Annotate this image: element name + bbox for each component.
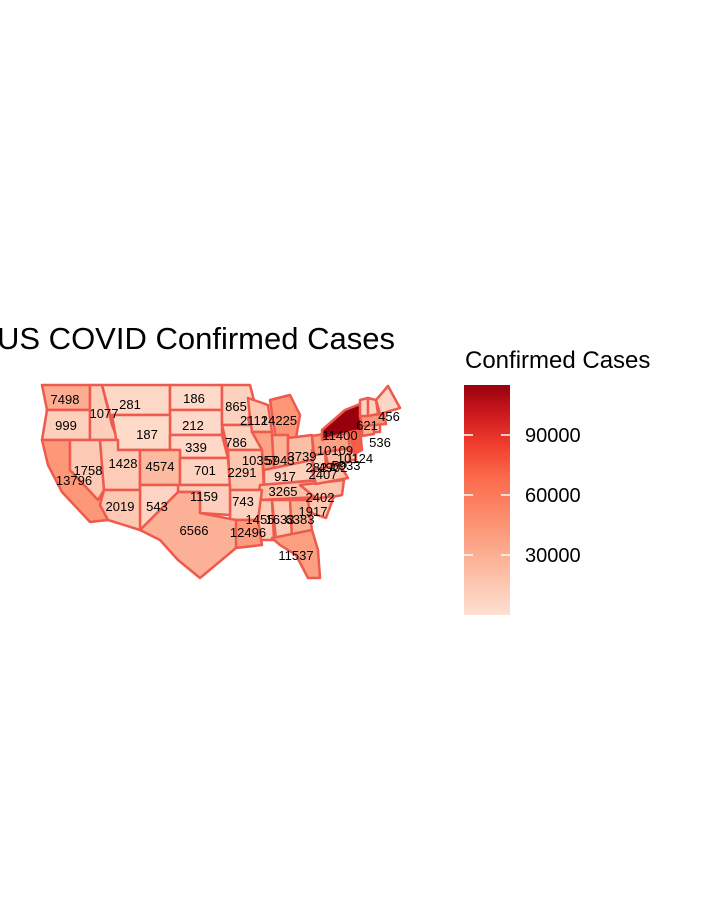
- legend-colorbar: [464, 385, 510, 615]
- state-TX: [138, 488, 238, 580]
- state-ME: [374, 384, 402, 416]
- state-value-label: 1077: [90, 406, 119, 421]
- state-value-label: 3265: [269, 484, 298, 499]
- state-value-label: 186: [183, 391, 205, 406]
- state-value-label: 917: [274, 469, 296, 484]
- state-value-label: 865: [225, 399, 247, 414]
- state-value-label: 11537: [278, 548, 313, 563]
- state-value-label: 212: [182, 418, 204, 433]
- state-value-label: 786: [225, 435, 247, 450]
- state-NV: [68, 438, 106, 502]
- state-value-label: 13796: [56, 473, 92, 488]
- state-value-label: 12496: [230, 525, 266, 540]
- state-value-label: 2019: [106, 499, 135, 514]
- state-value-label: 1917: [299, 504, 328, 519]
- state-value-label: 536: [369, 435, 391, 450]
- state-value-label: 1455: [246, 512, 275, 527]
- state-AZ: [98, 488, 142, 532]
- state-MI: [268, 393, 302, 442]
- state-value-label: 1159: [190, 489, 218, 504]
- state-value-label: 2402: [306, 490, 335, 505]
- state-FL: [270, 528, 322, 580]
- state-value-label: 999: [55, 418, 77, 433]
- state-value-label: 10124: [337, 451, 373, 466]
- state-MD: [323, 446, 352, 466]
- state-value-label: 701: [194, 463, 216, 478]
- states-layer: [40, 383, 402, 580]
- state-value-label: 1428: [109, 456, 138, 471]
- state-value-label: 4574: [146, 459, 175, 474]
- state-value-label: 1758: [74, 463, 103, 478]
- state-value-label: 10109: [317, 443, 353, 458]
- state-value-label: 339: [185, 440, 207, 455]
- state-value-label: 2407: [309, 467, 338, 482]
- state-value-label: 4902: [319, 460, 348, 475]
- state-value-label: 2291: [228, 465, 257, 480]
- state-value-label: 187: [136, 427, 158, 442]
- state-value-label: 11400: [322, 428, 357, 443]
- state-value-label: 5943: [266, 453, 295, 468]
- state-value-label: 543: [146, 499, 168, 514]
- state-value-label: 621: [356, 418, 378, 433]
- state-value-label: 6383: [286, 512, 315, 527]
- legend-tick-label: 30000: [525, 545, 581, 567]
- legend-tick-label: 60000: [525, 485, 581, 507]
- legend-tick-label: 90000: [525, 425, 581, 447]
- color-legend: Confirmed Cases 30000 60000 90000: [464, 347, 650, 615]
- state-value-label: 6566: [180, 523, 209, 538]
- state-value-label: 5933: [332, 458, 361, 473]
- state-value-label: 14225: [261, 413, 297, 428]
- state-value-label: 2112: [240, 413, 268, 428]
- state-value-label: 10357: [242, 453, 278, 468]
- map-title: US COVID Confirmed Cases: [0, 321, 395, 356]
- state-value-label: 281: [119, 397, 141, 412]
- state-value-label: 1633: [266, 512, 295, 527]
- state-value-label: 2827: [306, 460, 335, 475]
- legend-ticks: 30000 60000 90000: [464, 425, 581, 567]
- state-value-label: 7498: [51, 392, 80, 407]
- state-VA: [310, 463, 350, 486]
- legend-title: Confirmed Cases: [465, 347, 650, 374]
- state-value-label: 456: [378, 409, 400, 424]
- state-value-labels: 7498 281 186 865 999 1077 212 2112 14225…: [51, 391, 400, 563]
- state-value-label: 3739: [288, 449, 317, 464]
- state-value-label: 743: [232, 494, 254, 509]
